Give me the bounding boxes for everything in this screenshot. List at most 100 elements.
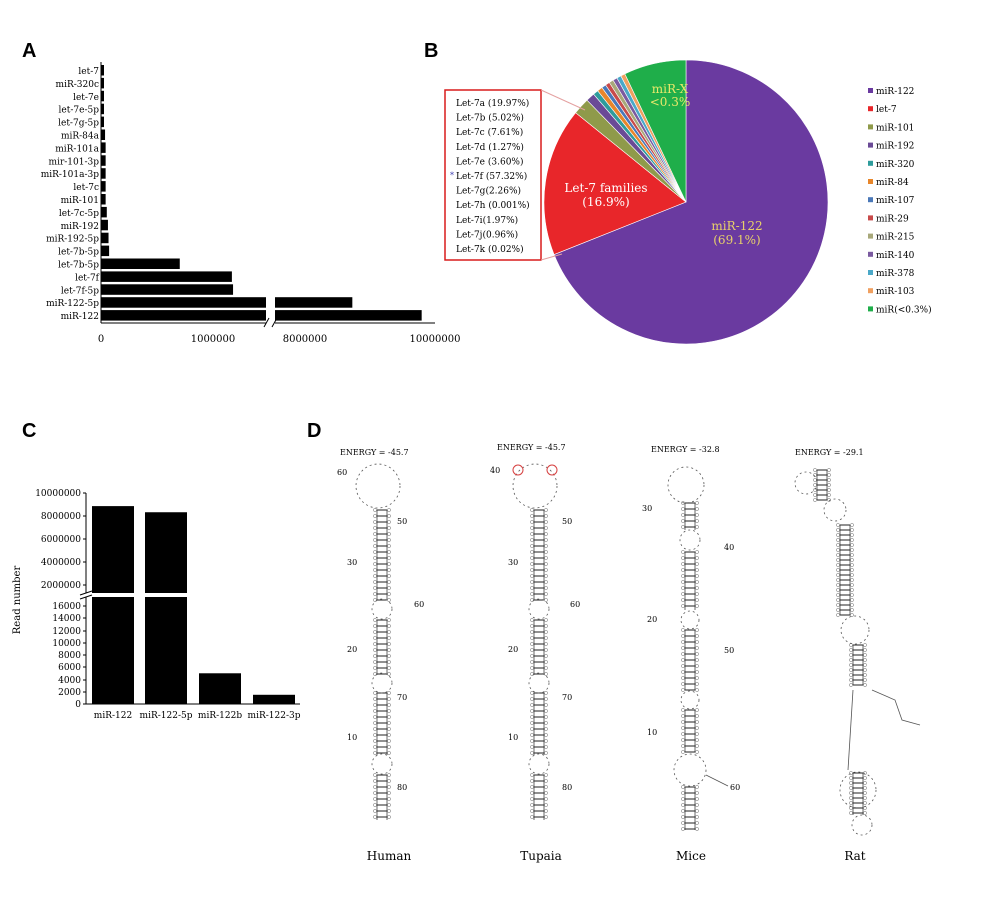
chart-a-bar xyxy=(101,310,266,321)
let7-breakdown-item: Let-7j(0.96%) xyxy=(456,229,518,240)
chart-a-bar xyxy=(101,65,104,76)
chart-c-bar xyxy=(145,512,187,704)
human-num-8: 80 xyxy=(397,783,407,792)
chart-a-ylabel: miR-84a xyxy=(61,132,100,142)
chart-a-bar xyxy=(101,77,104,89)
rna-structures: ENERGY = -45.7 60 50 30 60 20 70 10 80 H… xyxy=(337,443,921,863)
legend-swatch xyxy=(868,124,873,130)
pie-legend: miR-122 let-7 miR-101 miR-192 miR-320 miR-84 m… xyxy=(868,87,932,315)
let7-breakdown-list: Let-7a (19.97%) Let-7b (5.02%) Let-7c (7.6… xyxy=(456,98,530,255)
chart-a-ylabel: let-7f xyxy=(75,273,100,283)
chart-c-ytick: 10000000 xyxy=(35,489,81,499)
legend-swatch xyxy=(868,160,873,166)
chart-a-xtick-2: 8000000 xyxy=(283,334,328,345)
chart-a-bar-segment xyxy=(275,310,422,321)
chart-a-ylabel: miR-192-5p xyxy=(46,235,99,245)
chart-a-bar xyxy=(101,181,106,192)
chart-c-xlabel: miR-122-5p xyxy=(140,711,193,721)
chart-a-ylabel: let-7g-5p xyxy=(58,119,99,129)
chart-a-ylabel: miR-101 xyxy=(61,196,99,206)
panel-label-b: B xyxy=(424,40,438,62)
energy-rat: ENERGY = -29.1 xyxy=(795,448,864,457)
human-num-3: 30 xyxy=(347,558,357,567)
chart-c-ytick: 8000 xyxy=(58,651,81,661)
chart-c-axis-break-gap xyxy=(60,593,310,597)
tupaia-highlight-2 xyxy=(546,464,558,476)
structure-human: ENERGY = -45.7 60 50 30 60 20 70 10 80 H… xyxy=(337,448,424,863)
chart-a-xtick-0: 0 xyxy=(98,334,104,345)
chart-a-ylabel: miR-320c xyxy=(56,80,99,90)
chart-a-bar xyxy=(101,116,104,128)
human-num-6: 70 xyxy=(397,693,407,702)
chart-a-ylabel: mir-101-3p xyxy=(49,157,100,167)
mice-num-3: 20 xyxy=(647,615,657,624)
chart-c-xlabel: miR-122 xyxy=(94,711,132,721)
tupaia-num-6: 70 xyxy=(562,693,572,702)
human-num-2: 50 xyxy=(397,517,407,526)
chart-c-bar xyxy=(92,506,134,704)
chart-c-bar xyxy=(199,673,241,704)
let7-breakdown-item: Let-7i(1.97%) xyxy=(456,215,518,226)
structure-mice: ENERGY = -32.8 30 40 20 50 10 60 Mice xyxy=(642,445,740,863)
legend-label: miR-103 xyxy=(876,287,915,297)
chart-c-y-ticks: 10000000 8000000 6000000 4000000 2000000 1600… xyxy=(35,489,86,710)
chart-a-ylabel: let-7 xyxy=(78,67,99,77)
let7-breakdown-item: Let-7b (5.02%) xyxy=(456,113,524,124)
chart-c-ytick: 4000 xyxy=(58,676,81,686)
chart-a-xtick-1: 1000000 xyxy=(191,334,236,345)
panel-label-d: D xyxy=(307,420,321,442)
chart-c-bars: miR-122 miR-122-5p miR-122b miR-122-3p xyxy=(92,506,301,721)
chart-c-bar xyxy=(253,694,295,704)
chart-a-bar xyxy=(101,245,110,257)
tupaia-num-3: 30 xyxy=(508,558,518,567)
human-num-1: 60 xyxy=(337,468,347,477)
legend-label: miR-101 xyxy=(876,123,914,133)
human-num-7: 10 xyxy=(347,733,357,742)
panel-label-a: A xyxy=(22,40,36,62)
let7-box-connector-top xyxy=(540,89,586,111)
pie-label-mirx-pct: <0.3% xyxy=(650,95,691,109)
chart-a-bar xyxy=(101,297,266,308)
chart-a-ylabel: miR-101a-3p xyxy=(41,170,100,180)
pie-label-let7-pct: (16.9%) xyxy=(582,195,629,209)
chart-a-bar xyxy=(101,194,106,205)
legend-swatch xyxy=(868,270,873,275)
legend-swatch xyxy=(868,306,873,312)
chart-a-bar xyxy=(101,258,180,269)
chart-a-ylabel: miR-101a xyxy=(55,144,99,154)
let7f-asterisk: * xyxy=(450,171,454,180)
legend-label: miR-84 xyxy=(876,178,909,188)
pie-label-mir122: miR-122 xyxy=(711,219,762,233)
legend-label: miR-122 xyxy=(876,87,914,97)
pie-label-mirx: miR-X xyxy=(652,82,689,96)
mice-num-5: 10 xyxy=(647,728,657,737)
chart-a-xtick-3: 10000000 xyxy=(410,334,461,345)
let7-breakdown-item: Let-7h (0.001%) xyxy=(456,200,530,211)
chart-a-ylabel: let-7c-5p xyxy=(59,209,99,219)
pie-label-mir122-pct: (69.1%) xyxy=(713,233,760,247)
chart-a-bar xyxy=(101,168,106,179)
legend-swatch xyxy=(868,288,873,294)
chart-a-bar xyxy=(101,142,106,153)
legend-swatch xyxy=(868,197,873,203)
legend-swatch xyxy=(868,106,873,112)
chart-c-ytick: 2000 xyxy=(58,688,81,698)
mice-num-4: 50 xyxy=(724,646,734,655)
mice-num-2: 40 xyxy=(724,543,734,552)
mice-num-1: 30 xyxy=(642,504,652,513)
structure-tupaia: ENERGY = -45.7 40 50 30 60 20 70 10 80 T… xyxy=(490,443,580,863)
pie-slice xyxy=(624,59,687,203)
pie-slice xyxy=(553,59,829,345)
human-num-4: 60 xyxy=(414,600,424,609)
species-rat: Rat xyxy=(844,849,865,863)
species-human: Human xyxy=(367,849,412,863)
chart-a-bar xyxy=(101,206,107,218)
legend-label: miR-29 xyxy=(876,214,909,224)
pie-label-let7: Let-7 families xyxy=(564,181,647,195)
energy-human: ENERGY = -45.7 xyxy=(340,448,409,457)
legend-label: miR-140 xyxy=(876,251,915,261)
chart-c-ytick: 6000 xyxy=(58,663,81,673)
chart-a-ylabel: let-7e-5p xyxy=(59,106,100,116)
tupaia-num-1: 40 xyxy=(490,466,500,475)
